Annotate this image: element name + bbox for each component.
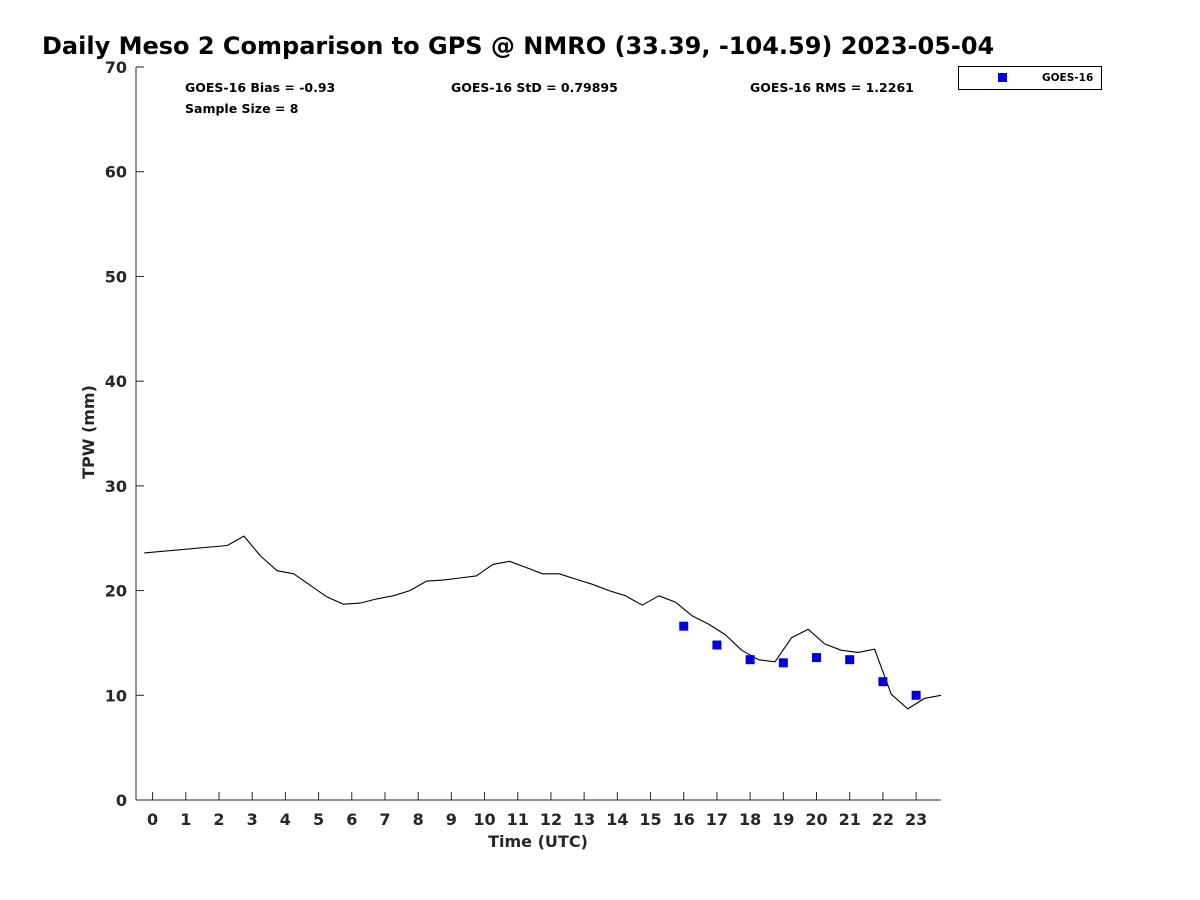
y-tick-label: 40 [105, 372, 127, 391]
x-tick-label: 14 [606, 810, 628, 829]
y-tick-label: 10 [105, 686, 127, 705]
legend-label-goes16: GOES-16 [1042, 72, 1093, 84]
x-tick-label: 2 [213, 810, 224, 829]
x-tick-label: 21 [839, 810, 861, 829]
x-tick-label: 5 [313, 810, 324, 829]
bias-stat: GOES-16 Bias = -0.93 [185, 80, 335, 95]
x-tick-label: 20 [805, 810, 827, 829]
y-axis-label: TPW (mm) [79, 385, 98, 479]
y-tick-label: 60 [105, 163, 127, 182]
x-tick-label: 7 [379, 810, 390, 829]
x-tick-label: 18 [739, 810, 761, 829]
std-stat: GOES-16 StD = 0.79895 [451, 80, 618, 95]
legend-marker-goes16 [998, 73, 1007, 82]
goes16-point [778, 658, 788, 668]
x-tick-label: 15 [639, 810, 661, 829]
x-tick-label: 4 [280, 810, 291, 829]
x-tick-label: 1 [180, 810, 191, 829]
goes16-point [712, 640, 722, 650]
rms-stat: GOES-16 RMS = 1.2261 [750, 80, 914, 95]
chart-title: Daily Meso 2 Comparison to GPS @ NMRO (3… [42, 32, 994, 60]
x-tick-label: 16 [673, 810, 695, 829]
x-tick-label: 13 [573, 810, 595, 829]
x-axis-label: Time (UTC) [488, 832, 588, 851]
y-tick-label: 0 [116, 791, 127, 810]
goes16-point [812, 653, 822, 663]
x-tick-label: 10 [473, 810, 495, 829]
x-tick-label: 23 [905, 810, 927, 829]
x-tick-label: 6 [346, 810, 357, 829]
gps-tpw-line [144, 535, 942, 710]
y-axis: 0 10 20 30 40 50 60 70 [105, 58, 144, 810]
y-tick-label: 70 [105, 58, 127, 77]
x-tick-label: 11 [507, 810, 529, 829]
sample-size-stat: Sample Size = 8 [185, 101, 298, 116]
y-tick-label: 50 [105, 267, 127, 286]
legend: GOES-16 [958, 66, 1102, 90]
x-tick-label: 12 [540, 810, 562, 829]
goes16-point [845, 655, 855, 665]
y-tick-label: 20 [105, 582, 127, 601]
x-tick-label: 3 [247, 810, 258, 829]
x-tick-label: 8 [413, 810, 424, 829]
x-tick-label: 17 [706, 810, 728, 829]
x-tick-label: 9 [446, 810, 457, 829]
legend-box [958, 66, 1102, 90]
x-tick-label: 19 [772, 810, 794, 829]
goes16-point [878, 677, 888, 687]
x-tick-label: 22 [872, 810, 894, 829]
x-axis: 0 1 2 3 4 5 6 7 8 9 10 11 12 13 14 15 16 17 18 19 20 21 22 23 [147, 792, 927, 829]
goes16-point [911, 690, 921, 700]
series-layer [144, 535, 942, 710]
goes16-point [679, 621, 689, 631]
goes16-point [745, 655, 755, 665]
plot-frame [135, 67, 941, 801]
y-tick-label: 30 [105, 477, 127, 496]
x-tick-label: 0 [147, 810, 158, 829]
